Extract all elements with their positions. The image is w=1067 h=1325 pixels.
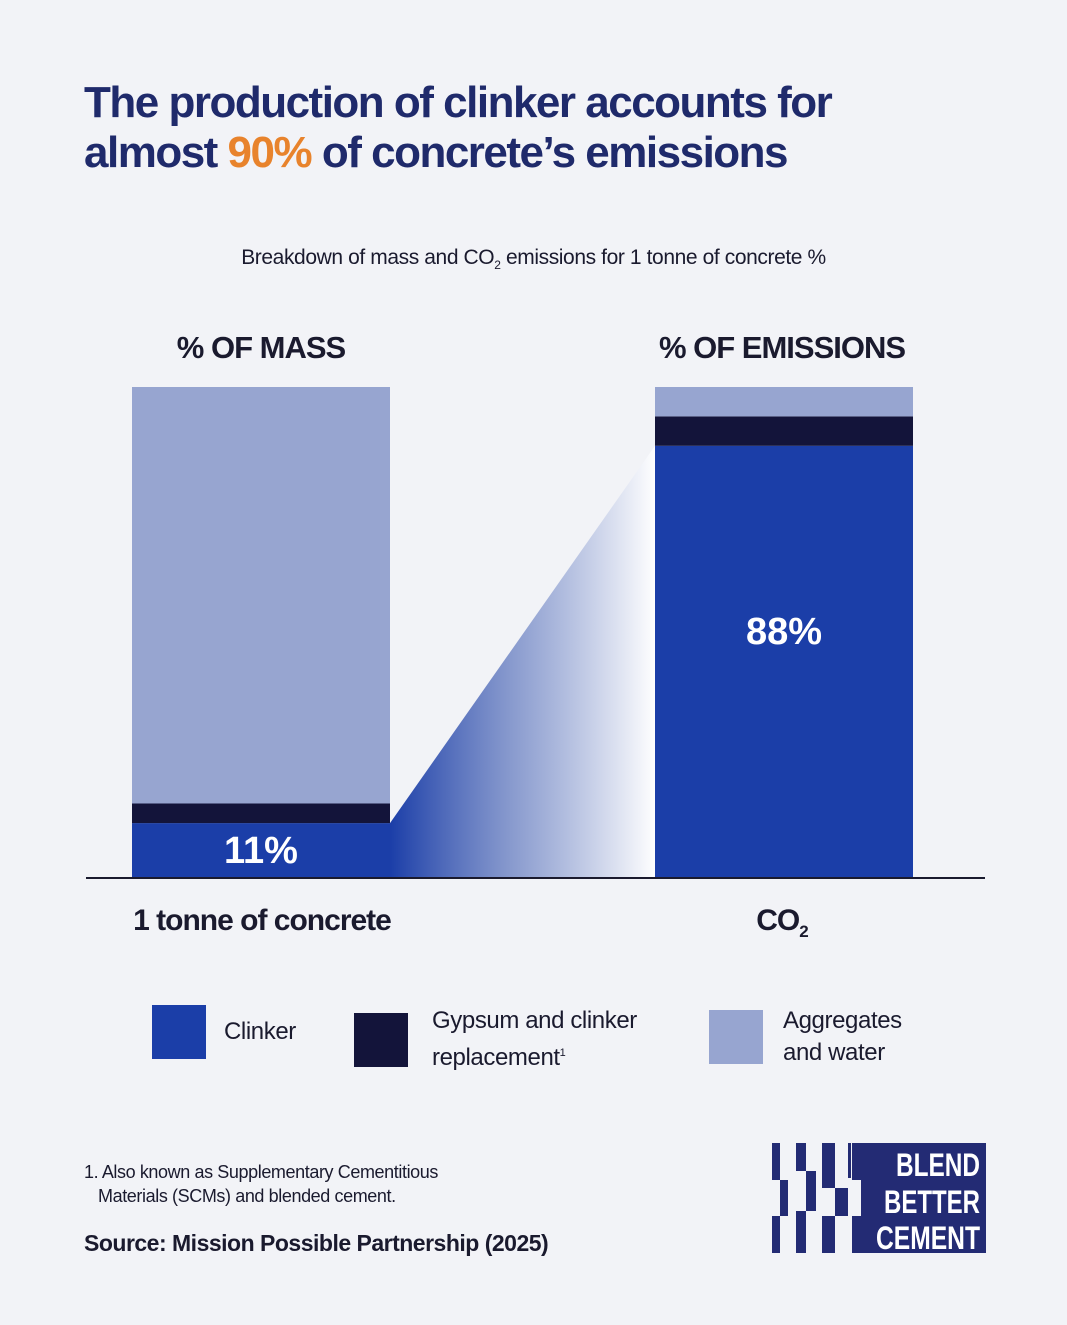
legend-item-clinker: Clinker xyxy=(152,1005,296,1059)
subtitle-end: emissions for 1 tonne of concrete % xyxy=(500,246,826,269)
legend-swatch-clinker xyxy=(152,1005,206,1059)
bar-segment-aggregates-mass xyxy=(132,387,390,804)
bar-segment-gypsum-mass xyxy=(132,803,390,824)
chart-title: The production of clinker accounts for a… xyxy=(84,78,984,178)
legend-aggregates-line1: Aggregates xyxy=(783,1007,902,1034)
legend-gypsum-line2: replacement xyxy=(432,1044,560,1071)
legend-label-aggregates: Aggregates and water xyxy=(783,1005,902,1069)
logo-stripe-7 xyxy=(822,1143,835,1188)
logo-stripe-10 xyxy=(848,1143,851,1178)
category-label-concrete: 1 tonne of concrete xyxy=(133,904,392,937)
subtitle-subscript: 2 xyxy=(494,258,501,273)
legend-label-gypsum: Gypsum and clinker replacement1 xyxy=(432,1005,637,1074)
source-credit: Source: Mission Possible Partnership (20… xyxy=(84,1230,549,1256)
legend-label-clinker: Clinker xyxy=(224,1018,296,1045)
logo-stripe-5 xyxy=(806,1171,816,1211)
legend-gypsum-line1: Gypsum and clinker xyxy=(432,1007,637,1034)
clinker-connector-wedge xyxy=(390,445,655,877)
title-highlight: 90% xyxy=(227,128,313,177)
category-label-co2: CO2 xyxy=(622,904,942,942)
logo-wordmark-block xyxy=(852,1143,986,1253)
legend-swatch-aggregates xyxy=(709,1010,763,1064)
legend-aggregates-line2: and water xyxy=(783,1039,885,1066)
title-line-2-start: almost xyxy=(84,128,228,177)
bar-segment-clinker-mass xyxy=(132,823,390,877)
footnote-line-1: 1. Also known as Supplementary Cementiti… xyxy=(84,1162,438,1182)
chart-subtitle: Breakdown of mass and CO2 emissions for … xyxy=(0,246,1067,272)
logo-stripe-4 xyxy=(796,1143,806,1171)
footnote-line-2: Materials (SCMs) and blended cement. xyxy=(98,1186,396,1206)
category-co2-main: CO xyxy=(756,904,800,937)
legend-gypsum-footnote-mark: 1 xyxy=(559,1047,566,1059)
legend-item-aggregates: Aggregates and water xyxy=(709,1005,902,1069)
legend-swatch-gypsum xyxy=(354,1012,408,1067)
data-label-clinker-mass: 11% xyxy=(224,830,298,872)
subtitle-start: Breakdown of mass and CO xyxy=(241,246,495,269)
bar-segment-gypsum-emissions xyxy=(655,416,913,446)
logo-stripe-9 xyxy=(822,1216,835,1253)
logo-text-blend: BLEND xyxy=(896,1147,980,1183)
category-co2-subscript: 2 xyxy=(799,922,809,941)
logo-stripe-1 xyxy=(772,1143,780,1180)
title-line-2: almost 90% of concrete’s emissions xyxy=(84,128,984,178)
logo-text-cement: CEMENT xyxy=(876,1220,980,1253)
logo-stripe-8 xyxy=(835,1188,848,1216)
logo-stripe-3 xyxy=(772,1216,780,1253)
legend-item-gypsum: Gypsum and clinker replacement1 xyxy=(354,1005,637,1074)
bar-segment-aggregates-emissions xyxy=(655,387,913,417)
title-line-2-end: of concrete’s emissions xyxy=(311,128,789,177)
logo-text-better: BETTER xyxy=(884,1184,980,1220)
footnote: 1. Also known as Supplementary Cementiti… xyxy=(84,1160,504,1208)
blend-better-cement-logo: BLEND BETTER CEMENT xyxy=(772,1143,986,1253)
logo-notch xyxy=(852,1180,861,1216)
logo-stripe-2 xyxy=(780,1180,788,1216)
bar-segment-clinker-emissions xyxy=(655,445,913,877)
column-header-mass: % OF MASS xyxy=(176,330,346,365)
column-header-emissions: % OF EMISSIONS xyxy=(658,330,906,365)
title-line-1: The production of clinker accounts for xyxy=(84,78,833,127)
data-label-clinker-emissions: 88% xyxy=(746,611,822,653)
logo-stripe-6 xyxy=(796,1211,806,1253)
